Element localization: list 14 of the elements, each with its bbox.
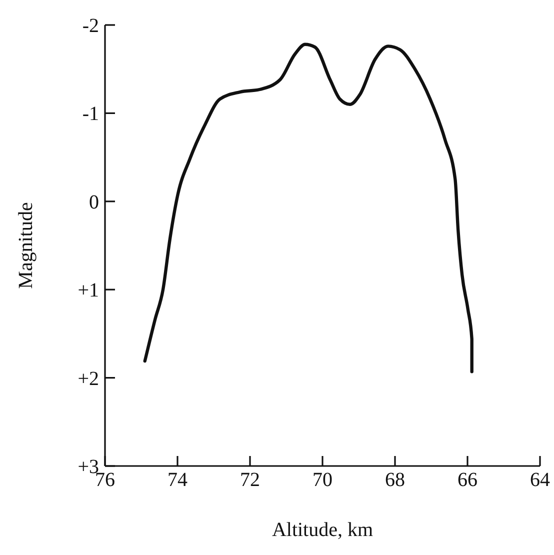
line-series [143, 42, 474, 374]
y-axis-title: Magnitude [15, 202, 37, 289]
x-axis-title: Altitude, km [272, 519, 374, 541]
x-tick-label: 70 [312, 469, 332, 491]
y-tick-label: +1 [78, 280, 99, 302]
x-tick-label: 74 [168, 469, 188, 491]
y-tick-label: +2 [78, 368, 99, 390]
y-tick-label: -2 [82, 15, 99, 37]
x-tick-label: 68 [385, 469, 405, 491]
x-tick-label: 64 [530, 469, 550, 491]
x-tick-label: 66 [458, 469, 478, 491]
y-tick-label: -1 [82, 103, 99, 126]
x-tick-label: 72 [240, 469, 260, 491]
y-tick-label: 0 [89, 191, 99, 214]
